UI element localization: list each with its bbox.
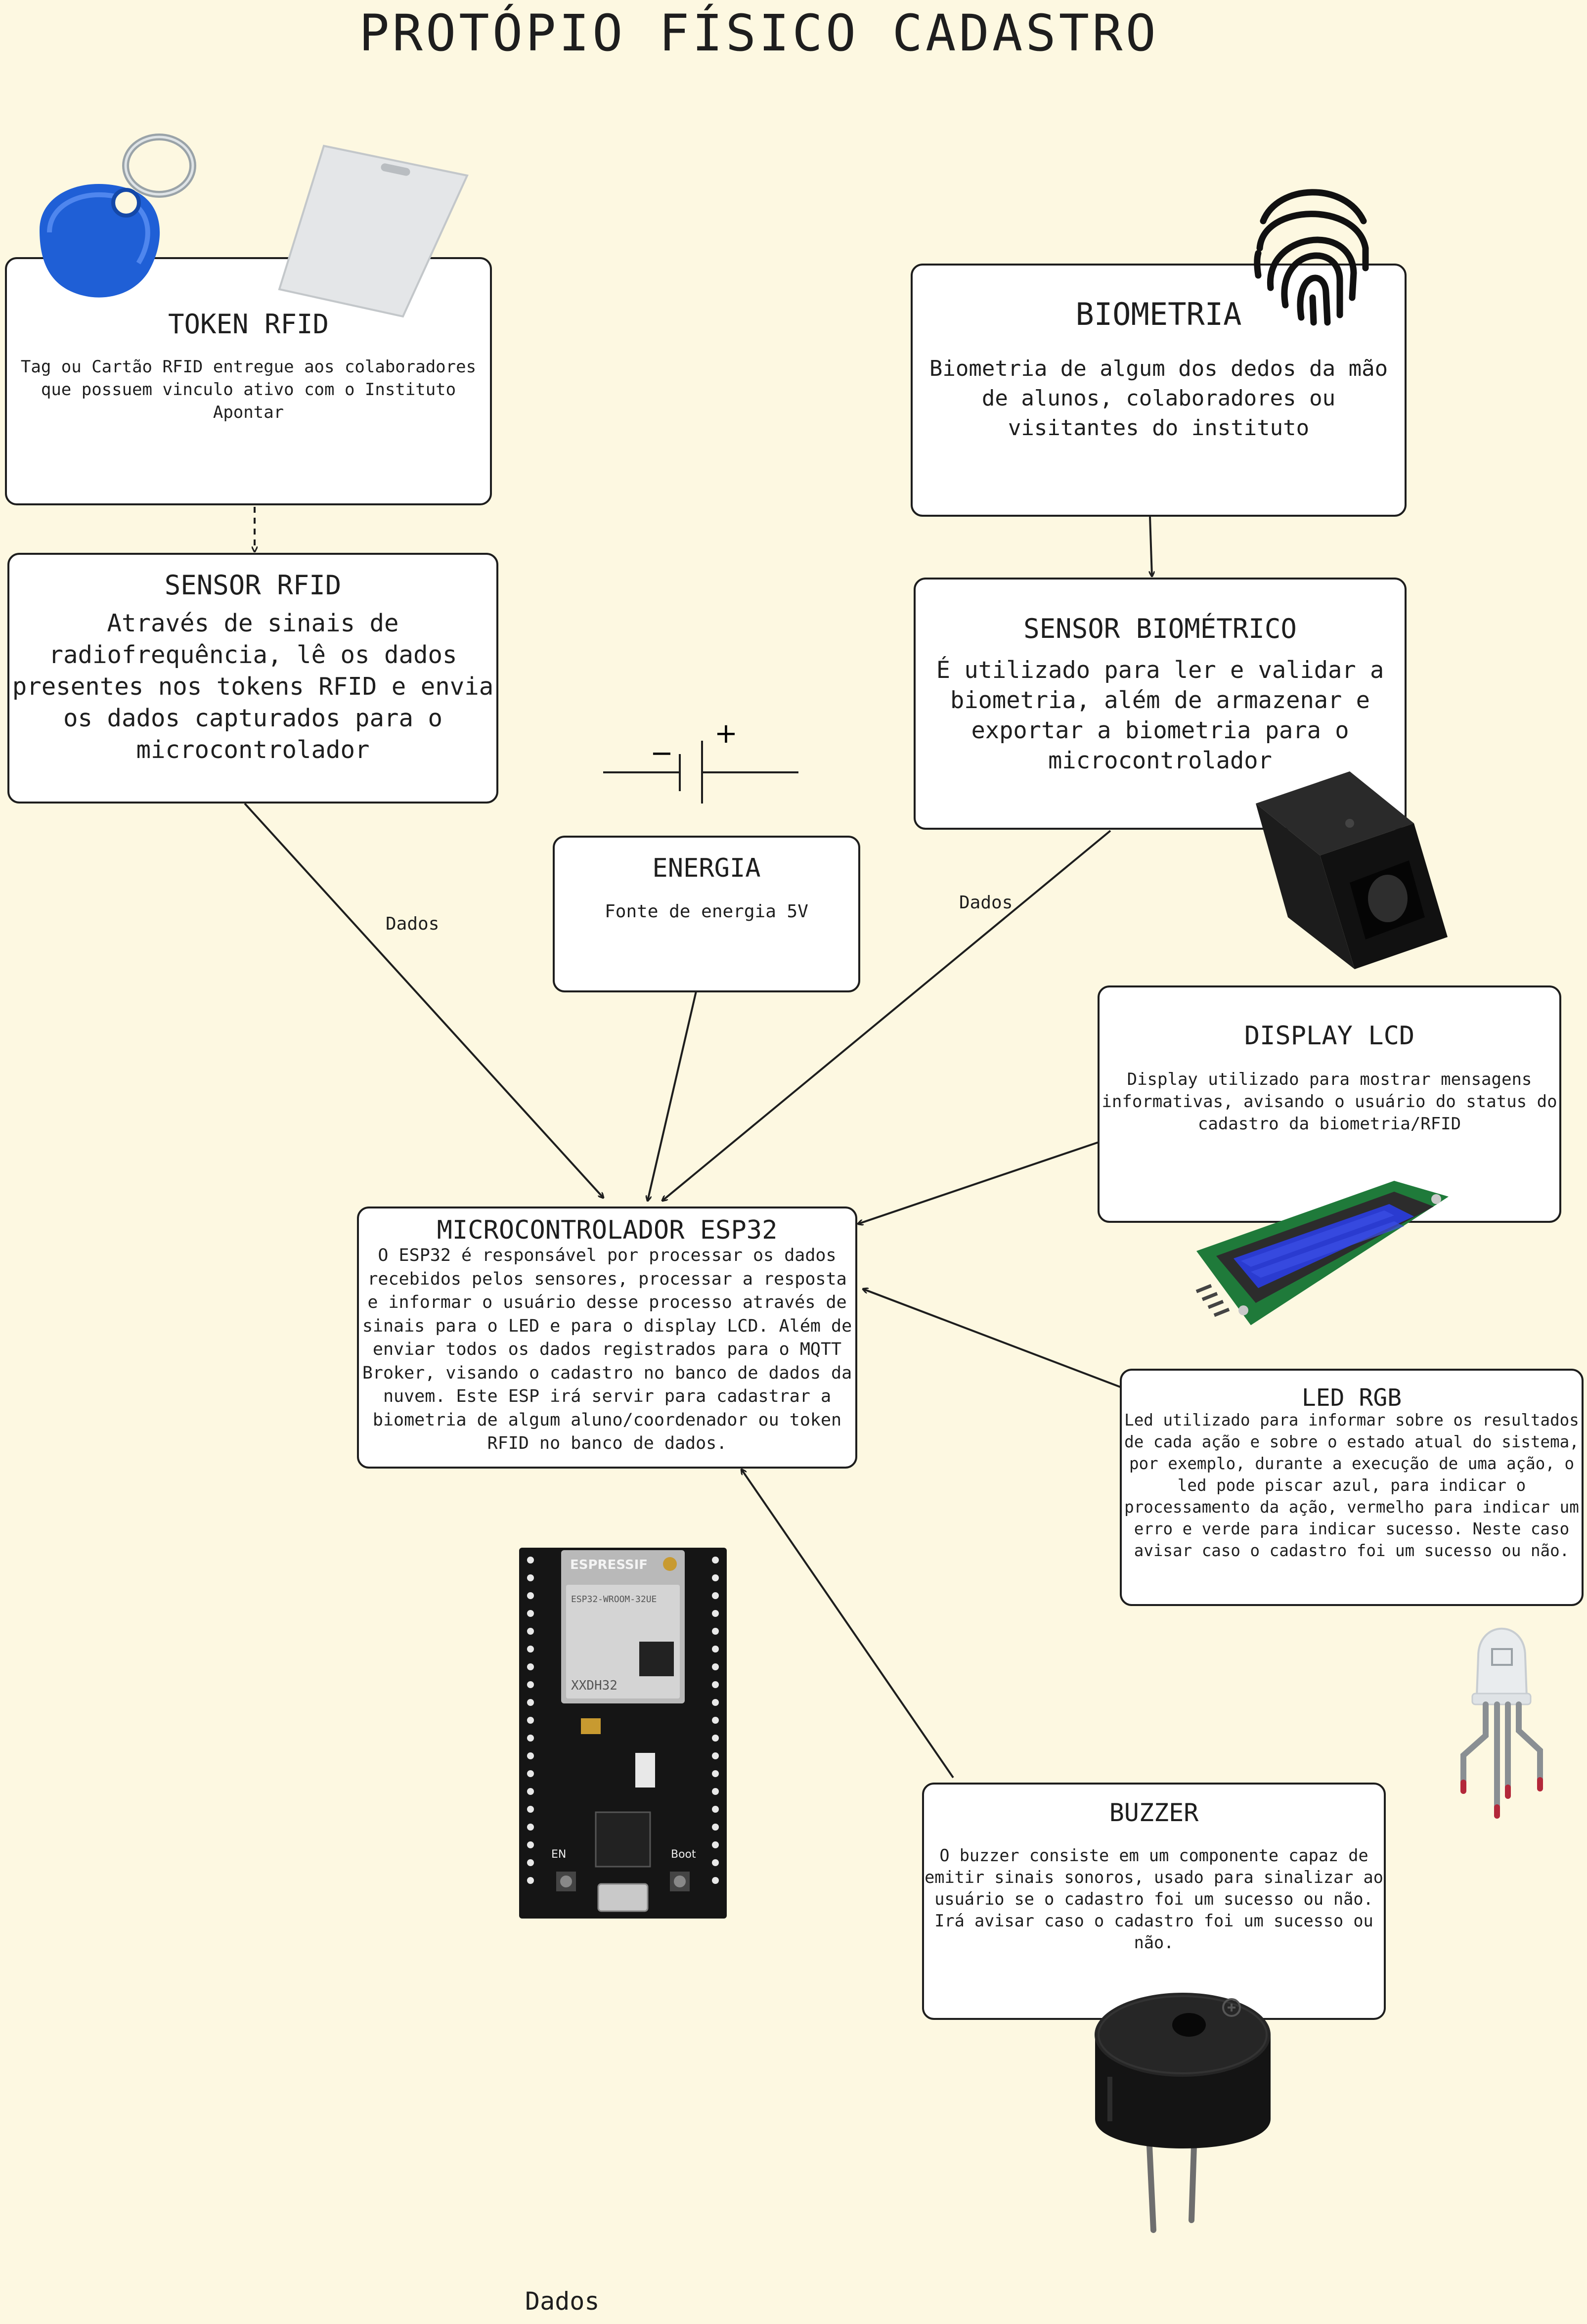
- edge-label-bio-data: Dados: [959, 893, 1013, 913]
- node-description: Tag ou Cartão RFID entregue aos colabora…: [20, 357, 477, 422]
- arrow-biometria-to-sensor: [1150, 516, 1152, 576]
- esp32-brand-label: ESPRESSIF: [570, 1558, 648, 1572]
- node-title: TOKEN RFID: [168, 309, 329, 340]
- node-display-lcd: DISPLAY LCD Display utilizado para mostr…: [1098, 985, 1561, 1223]
- rfid-keyfob-icon: [40, 134, 196, 298]
- node-description: Fonte de energia 5V: [605, 901, 808, 922]
- fingerprint-sensor-icon: [1256, 771, 1448, 969]
- node-description: Biometria de algum dos dedos da mão de a…: [929, 356, 1388, 441]
- rfid-card-icon: [278, 144, 469, 318]
- esp32-chip-label: XXDH32: [571, 1678, 617, 1693]
- node-sensor-biometrico: SENSOR BIOMÉTRICO É utilizado para ler e…: [914, 578, 1407, 830]
- page-title: PROTÓPIO FÍSICO CADASTRO: [359, 4, 1159, 63]
- node-title: SENSOR RFID: [164, 570, 342, 601]
- node-description: Através de sinais de radiofrequência, lê…: [12, 609, 494, 764]
- esp32-module-label: ESP32-WROOM-32UE: [571, 1594, 657, 1605]
- esp32-en-label: EN: [551, 1848, 566, 1861]
- node-energia: ENERGIA Fonte de energia 5V: [553, 836, 860, 992]
- node-sensor-rfid: SENSOR RFID Através de sinais de radiofr…: [7, 553, 498, 804]
- node-title: SENSOR BIOMÉTRICO: [1023, 613, 1297, 644]
- rgb-led-icon: [1460, 1627, 1543, 1819]
- esp32-board-icon: ESPRESSIF ESP32-WROOM-32UE XXDH32 EN Boo…: [519, 1548, 727, 1919]
- battery-plus: +: [714, 722, 738, 750]
- edge-label-rfid-data: Dados: [386, 914, 440, 934]
- node-description: O buzzer consiste em um componente capaz…: [925, 1846, 1383, 1952]
- node-title: LED RGB: [1301, 1384, 1402, 1412]
- node-title: DISPLAY LCD: [1244, 1021, 1415, 1051]
- arrow-energia-to-esp32: [648, 991, 697, 1201]
- node-title: BIOMETRIA: [1075, 296, 1242, 332]
- battery-symbol-icon: − +: [603, 722, 798, 804]
- battery-minus: −: [650, 737, 673, 769]
- node-title: MICROCONTROLADOR ESP32: [437, 1215, 778, 1245]
- arrow-sensor-rfid-to-esp32: [244, 803, 603, 1198]
- node-description: Led utilizado para informar sobre os res…: [1124, 1411, 1579, 1560]
- arrow-led-to-esp32: [863, 1289, 1121, 1388]
- esp32-boot-label: Boot: [671, 1848, 696, 1861]
- buzzer-icon: [1095, 1993, 1271, 2233]
- lcd-display-icon: [1195, 1181, 1449, 1325]
- node-description: O ESP32 é responsável por processar os d…: [362, 1246, 852, 1453]
- node-esp32: MICROCONTROLADOR ESP32 O ESP32 é respons…: [357, 1207, 857, 1469]
- edge-label-bottom-data: Dados: [525, 2287, 600, 2316]
- node-title: BUZZER: [1109, 1798, 1199, 1827]
- node-led-rgb: LED RGB Led utilizado para informar sobr…: [1120, 1369, 1584, 1606]
- node-title: ENERGIA: [652, 853, 761, 883]
- node-description: É utilizado para ler e validar a biometr…: [936, 657, 1384, 774]
- arrow-lcd-to-esp32: [858, 1141, 1099, 1224]
- arrow-buzzer-to-esp32: [742, 1470, 954, 1779]
- fingerprint-icon: [1254, 189, 1369, 326]
- node-buzzer: BUZZER O buzzer consiste em um component…: [922, 1783, 1386, 2020]
- node-description: Display utilizado para mostrar mensagens…: [1102, 1070, 1557, 1134]
- arrow-sensor-bio-to-esp32: [662, 830, 1111, 1201]
